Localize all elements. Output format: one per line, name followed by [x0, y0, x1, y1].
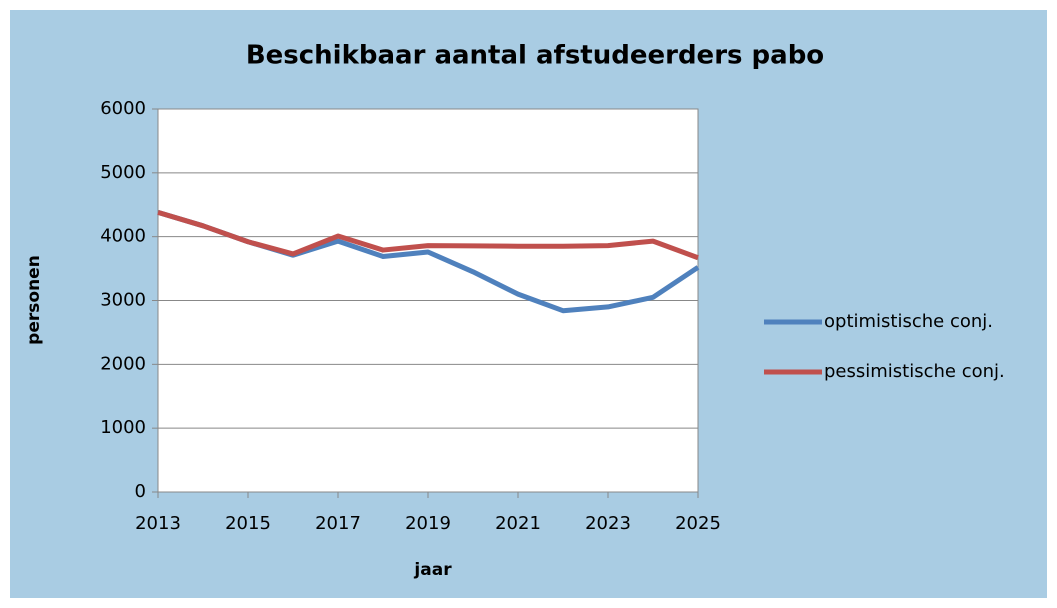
- y-tick-label: 0: [135, 481, 146, 502]
- x-tick-label: 2019: [405, 513, 451, 534]
- series-line: [157, 210, 699, 261]
- y-tick-label: 4000: [100, 226, 146, 247]
- x-tick-label: 2023: [585, 513, 631, 534]
- y-tick-label: 1000: [100, 417, 146, 438]
- y-tick-label: 2000: [100, 353, 146, 374]
- x-tick-label: 2025: [675, 513, 721, 534]
- x-tick-label: 2015: [225, 513, 271, 534]
- x-tick-label: 2017: [315, 513, 361, 534]
- legend-label: pessimistische conj.: [824, 361, 1005, 382]
- chart-title: Beschikbaar aantal afstudeerders pabo: [246, 41, 824, 71]
- x-tick-label: 2021: [495, 513, 541, 534]
- y-tick-label: 3000: [100, 290, 146, 311]
- x-tick-label: 2013: [135, 513, 181, 534]
- legend-label: optimistische conj.: [824, 311, 993, 332]
- x-axis-title: jaar: [413, 560, 452, 580]
- y-tick-label: 5000: [100, 162, 146, 183]
- y-tick-label: 6000: [100, 98, 146, 119]
- y-axis-title: personen: [24, 255, 44, 345]
